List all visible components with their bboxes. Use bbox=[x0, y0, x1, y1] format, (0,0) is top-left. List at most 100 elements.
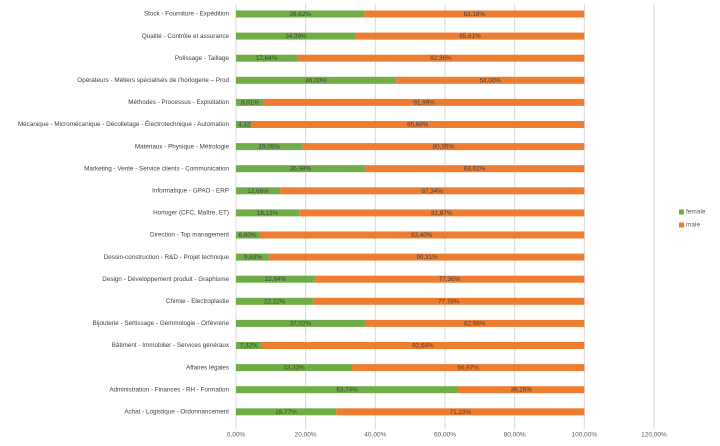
bar-male bbox=[280, 187, 585, 195]
bar-female bbox=[236, 76, 397, 84]
data-label-female: 63,74% bbox=[336, 387, 358, 394]
category-label: Horloger (CFC, Maître, ET) bbox=[153, 210, 229, 217]
data-label-male: 82,36% bbox=[430, 55, 452, 62]
bar-male bbox=[352, 364, 585, 372]
x-tick-label: 0,00% bbox=[227, 432, 246, 439]
bar-male bbox=[261, 342, 585, 349]
data-label-female: 22,64% bbox=[265, 276, 287, 283]
bar-female bbox=[236, 408, 337, 416]
bar-male bbox=[355, 32, 585, 40]
bar-female bbox=[236, 364, 353, 372]
data-label-male: 90,31% bbox=[416, 254, 438, 261]
category-label: Bâtiment - Immobilier - Services générau… bbox=[112, 342, 230, 349]
bar-female bbox=[236, 342, 262, 349]
bar-female bbox=[236, 231, 259, 239]
data-label-female: 17,64% bbox=[256, 55, 278, 62]
category-label: Qualité - Contrôle et assurance bbox=[142, 33, 230, 40]
category-label: Achat - Logistique - Ordonnancement bbox=[124, 408, 229, 415]
bar-female bbox=[236, 143, 303, 151]
bar-male bbox=[458, 386, 585, 394]
data-label-female: 9,69% bbox=[244, 254, 262, 261]
data-label-female: 46,00% bbox=[305, 77, 327, 84]
x-tick-label: 20,00% bbox=[295, 432, 317, 439]
legend-label-male: male bbox=[686, 222, 700, 229]
data-label-female: 7,32% bbox=[240, 342, 258, 349]
bar-female bbox=[236, 54, 298, 62]
data-label-male: 62,98% bbox=[464, 320, 486, 327]
data-label-male: 63,18% bbox=[464, 11, 486, 18]
bar-male bbox=[299, 209, 585, 217]
data-label-female: 37,02% bbox=[290, 320, 312, 327]
bar-male bbox=[269, 253, 585, 261]
bar-female bbox=[236, 98, 264, 106]
legend: female male bbox=[679, 209, 706, 229]
data-label-male: 54,00% bbox=[480, 77, 502, 84]
data-label-male: 87,34% bbox=[422, 188, 444, 195]
x-axis-tick-labels: 0,00% 20,00% 40,00% 60,00% 80,00% 100,00% 120,… bbox=[227, 432, 667, 439]
legend-swatch-male bbox=[679, 222, 684, 228]
category-label: Marketing - Vente - Service clients - Co… bbox=[84, 165, 229, 172]
bar-male bbox=[313, 297, 585, 305]
category-label: Méthodes - Processus - Exploitation bbox=[128, 99, 229, 106]
category-label: Dessin-construction - R&D - Projet techn… bbox=[104, 254, 230, 261]
bar-female bbox=[236, 386, 459, 394]
bar-female bbox=[236, 319, 365, 327]
data-label-female: 22,22% bbox=[264, 298, 286, 305]
category-label: Mécanique - Micromécanique - Décolletage… bbox=[18, 119, 230, 128]
category-label: Chimie - Electroplastie bbox=[166, 298, 229, 305]
data-label-male: 77,36% bbox=[439, 276, 461, 283]
data-label-female: 8,01% bbox=[241, 99, 259, 106]
category-label: Affaires légales bbox=[186, 364, 229, 371]
data-label-female: 36,98% bbox=[290, 166, 312, 173]
category-label: Stock - Fourniture - Expédition bbox=[144, 11, 230, 18]
data-label-female: 6,60% bbox=[239, 232, 257, 239]
data-label-male: 80,95% bbox=[433, 144, 455, 151]
legend-label-female: female bbox=[686, 209, 706, 216]
bar-male bbox=[336, 408, 585, 416]
data-label-male: 81,87% bbox=[431, 210, 453, 217]
data-label-female: 12,66% bbox=[247, 188, 269, 195]
bar-male bbox=[364, 165, 585, 173]
data-label-male: 65,61% bbox=[459, 33, 481, 40]
x-tick-label: 40,00% bbox=[364, 432, 386, 439]
bar-female bbox=[236, 297, 314, 305]
data-label-male: 92,68% bbox=[412, 342, 434, 349]
data-label-female: 36,82% bbox=[289, 11, 311, 18]
data-label-female: 28,77% bbox=[275, 409, 297, 416]
bar-female bbox=[236, 165, 365, 173]
category-label: Bijouterie - Sertissage - Gemmologie - O… bbox=[93, 320, 230, 327]
legend-swatch-female bbox=[679, 209, 684, 215]
bar-female bbox=[236, 209, 300, 217]
bar-female bbox=[236, 275, 315, 283]
bar-male bbox=[258, 231, 585, 239]
data-label-female: 4,32% bbox=[238, 121, 256, 128]
x-tick-label: 80,00% bbox=[504, 432, 526, 439]
bars: 36,82% 63,18% 34,39% 65,61% 17,64% 82,36% 46,0… bbox=[236, 10, 585, 416]
data-label-male: 77,78% bbox=[438, 298, 460, 305]
bar-female bbox=[236, 187, 281, 195]
bar-female bbox=[236, 32, 356, 40]
data-label-female: 34,39% bbox=[285, 33, 307, 40]
category-label: Opérateurs - Métiers spécialisés de l'ho… bbox=[77, 77, 229, 84]
data-label-male: 95,68% bbox=[407, 121, 429, 128]
bar-female bbox=[236, 10, 365, 18]
bar-male bbox=[302, 143, 585, 151]
bar-male bbox=[364, 10, 585, 18]
bar-male bbox=[314, 275, 585, 283]
bar-male bbox=[396, 76, 585, 84]
bar-male bbox=[297, 54, 585, 62]
data-label-male: 93,40% bbox=[411, 232, 433, 239]
data-label-male: 71,23% bbox=[450, 409, 472, 416]
data-label-male: 36,26% bbox=[511, 387, 533, 394]
bar-female bbox=[236, 121, 252, 128]
data-label-female: 33,33% bbox=[283, 365, 305, 372]
grid-lines bbox=[235, 4, 655, 429]
bar-male bbox=[263, 98, 585, 106]
x-tick-label: 60,00% bbox=[434, 432, 456, 439]
category-label: Polissage - Taillage bbox=[175, 55, 230, 62]
category-label: Design - Développement produit - Graphis… bbox=[102, 276, 229, 283]
category-label: Administration - Finances - RH - Formati… bbox=[109, 386, 229, 393]
bar-female bbox=[236, 253, 270, 261]
x-tick-label: 120,00% bbox=[641, 432, 667, 439]
